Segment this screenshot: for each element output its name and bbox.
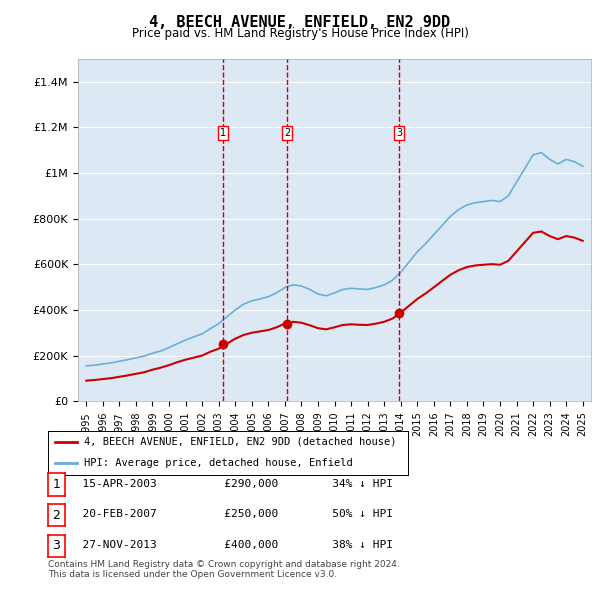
Text: HPI: Average price, detached house, Enfield: HPI: Average price, detached house, Enfi… (84, 458, 353, 467)
Text: Price paid vs. HM Land Registry's House Price Index (HPI): Price paid vs. HM Land Registry's House … (131, 27, 469, 40)
Text: 4, BEECH AVENUE, ENFIELD, EN2 9DD (detached house): 4, BEECH AVENUE, ENFIELD, EN2 9DD (detac… (84, 437, 397, 447)
Text: 20-FEB-2007          £250,000        50% ↓ HPI: 20-FEB-2007 £250,000 50% ↓ HPI (69, 510, 393, 519)
Text: 15-APR-2003          £290,000        34% ↓ HPI: 15-APR-2003 £290,000 34% ↓ HPI (69, 479, 393, 489)
Text: 2: 2 (284, 128, 290, 138)
Text: Contains HM Land Registry data © Crown copyright and database right 2024.
This d: Contains HM Land Registry data © Crown c… (48, 560, 400, 579)
Text: 3: 3 (396, 128, 402, 138)
Text: 3: 3 (52, 539, 61, 552)
Text: 1: 1 (52, 478, 61, 491)
Text: 1: 1 (220, 128, 227, 138)
Text: 2: 2 (52, 509, 61, 522)
Text: 27-NOV-2013          £400,000        38% ↓ HPI: 27-NOV-2013 £400,000 38% ↓ HPI (69, 540, 393, 550)
Text: 4, BEECH AVENUE, ENFIELD, EN2 9DD: 4, BEECH AVENUE, ENFIELD, EN2 9DD (149, 15, 451, 30)
